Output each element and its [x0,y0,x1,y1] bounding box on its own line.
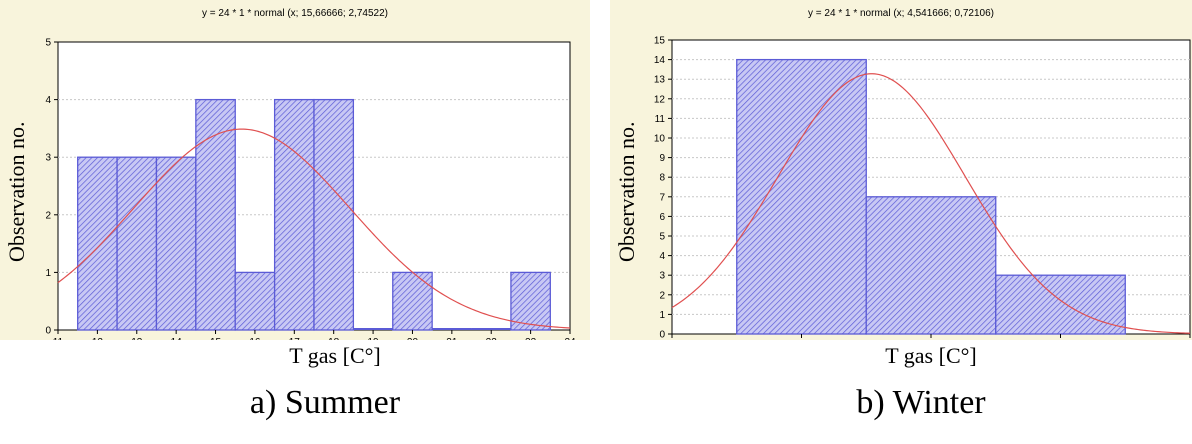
summer-bar-11 [510,271,551,331]
winter-bar-1 [865,196,997,335]
winter-y-tick-label: 12 [654,94,666,105]
winter-y-tick-label: 5 [659,232,665,243]
winter-y-axis-label: Observation no. [614,121,639,262]
summer-bar-2 [155,156,197,331]
winter-caption: b) Winter [856,384,986,421]
winter-y-tick-label: 10 [654,134,666,145]
summer-x-tick-label: 24 [564,337,576,340]
summer-y-axis-label: Observation no. [4,121,29,262]
winter-y-tick-label: 14 [654,55,666,66]
summer-y-tick-label: 5 [45,38,51,49]
winter-normal-fit-curve [671,73,1191,334]
summer-x-tick-label: 12 [92,337,104,340]
summer-x-tick-label: 18 [328,337,340,340]
summer-bar-5 [273,98,315,331]
winter-chart-title: y = 24 * 1 * normal (x; 4,541666; 0,7210… [808,8,994,19]
winter-bar-2 [995,274,1126,335]
winter-bar-0 [736,58,867,335]
summer-normal-fit-curve [57,128,571,329]
winter-x-axis-label: T gas [C°] [885,343,977,368]
summer-x-tick-label: 19 [368,337,380,340]
summer-y-tick-label: 0 [45,326,51,337]
winter-y-tick-label: 15 [654,36,666,47]
summer-chart-title: y = 24 * 1 * normal (x; 15,66666; 2,7452… [202,8,388,19]
winter-y-tick-label: 7 [659,192,665,203]
summer-x-tick-label: 15 [210,337,222,340]
summer-x-tick-label: 20 [407,337,419,340]
summer-bar-4 [234,271,276,331]
winter-y-tick-label: 11 [655,114,666,125]
winter-y-tick-label: 1 [659,310,665,321]
summer-bar-6 [313,98,355,331]
winter-y-tick-label: 2 [659,290,665,301]
summer-x-tick-label: 14 [171,337,183,340]
summer-x-tick-label: 23 [525,337,537,340]
summer-bar-0 [77,156,118,331]
summer-chart-panel: 0123451112131415161718192021222324 y = 2… [0,0,590,444]
summer-y-tick-label: 4 [45,95,51,106]
summer-y-tick-label: 2 [45,210,51,221]
summer-x-tick-label: 22 [486,337,498,340]
summer-histogram: 0123451112131415161718192021222324 [0,0,590,340]
winter-y-tick-label: 3 [659,271,665,282]
summer-x-axis-label: T gas [C°] [289,343,381,368]
winter-y-tick-label: 4 [659,251,665,262]
summer-bar-1 [116,156,158,331]
summer-bar-8 [392,271,433,331]
winter-chart-panel: 012345678910111213141534567 y = 24 * 1 *… [610,0,1192,444]
summer-x-tick-label: 17 [289,337,301,340]
winter-y-tick-label: 9 [659,153,665,164]
summer-caption: a) Summer [249,384,401,421]
summer-x-tick-label: 13 [131,337,143,340]
summer-bar-3 [195,98,236,331]
winter-histogram: 012345678910111213141534567 [610,0,1192,340]
winter-y-tick-label: 0 [659,330,665,341]
winter-y-tick-label: 13 [654,75,666,86]
winter-y-tick-label: 8 [659,173,665,184]
summer-x-tick-label: 21 [446,337,458,340]
summer-x-tick-label: 16 [249,337,261,340]
summer-y-tick-label: 1 [45,268,51,279]
summer-y-tick-label: 3 [45,153,51,164]
summer-x-tick-label: 11 [53,337,64,340]
winter-y-tick-label: 6 [659,212,665,223]
